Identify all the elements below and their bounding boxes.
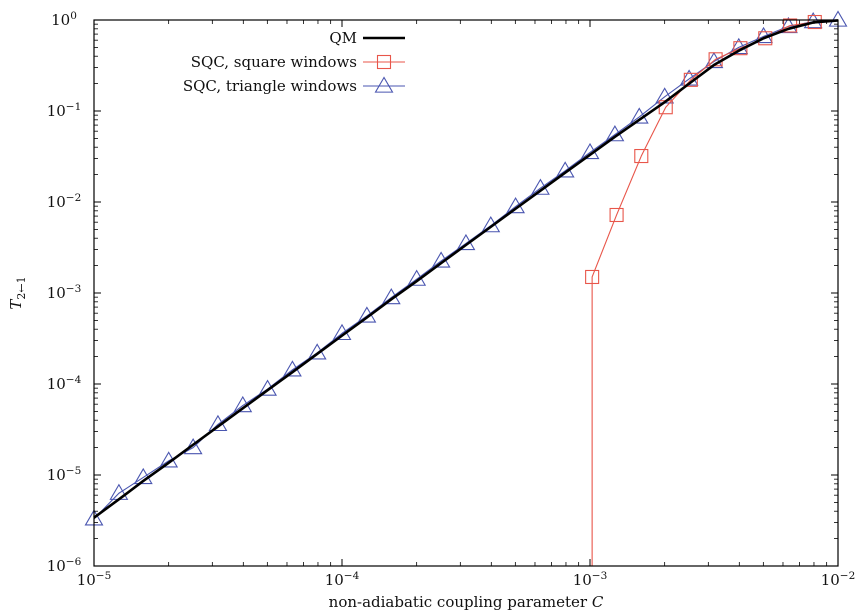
legend-marker-triangle bbox=[374, 76, 394, 93]
data-point-triangle bbox=[729, 37, 749, 55]
axis-ticks: 10−5 10−4 10−3 10−210−610−510−410−310−210−1… bbox=[47, 10, 856, 589]
legend-label: SQC, square windows bbox=[191, 53, 357, 71]
y-tick-label: 10−3 bbox=[47, 283, 82, 302]
x-axis-label: non-adiabatic coupling parameter C bbox=[329, 593, 604, 611]
data-point-square bbox=[733, 41, 748, 56]
data-point-triangle bbox=[133, 467, 153, 485]
y-tick-label: 10−5 bbox=[47, 465, 82, 484]
legend: QM SQC, square windows SQC, triangle windo… bbox=[183, 29, 405, 95]
y-tick-label: 100 bbox=[51, 10, 77, 29]
y-axis-label: T2←1 bbox=[7, 276, 28, 309]
y-tick-label: 10−1 bbox=[47, 101, 82, 120]
x-tick-label: 10−3 bbox=[573, 570, 608, 589]
data-point-square bbox=[758, 31, 773, 46]
data-point-square bbox=[585, 269, 600, 285]
y-tick-label: 10−2 bbox=[47, 192, 82, 211]
data-point-square bbox=[683, 72, 698, 87]
series-2 bbox=[585, 14, 822, 566]
data-point-square bbox=[634, 148, 649, 164]
legend-label: SQC, triangle windows bbox=[183, 77, 357, 95]
series-1 bbox=[93, 19, 839, 519]
x-tick-label: 10−5 bbox=[77, 570, 112, 589]
legend-label: QM bbox=[329, 29, 357, 47]
plot-area bbox=[84, 10, 848, 566]
x-tick-label: 10−2 bbox=[821, 570, 856, 589]
data-point-triangle bbox=[704, 51, 724, 69]
plot-frame bbox=[93, 19, 839, 567]
x-tick-label: 10−4 bbox=[325, 570, 360, 589]
data-point-square bbox=[609, 207, 624, 223]
legend-marker-square bbox=[376, 54, 392, 70]
series-line bbox=[591, 21, 815, 566]
data-point-triangle bbox=[109, 483, 129, 500]
y-tick-label: 10−6 bbox=[47, 556, 82, 575]
series-line bbox=[93, 19, 839, 519]
y-tick-label: 10−4 bbox=[47, 374, 82, 393]
